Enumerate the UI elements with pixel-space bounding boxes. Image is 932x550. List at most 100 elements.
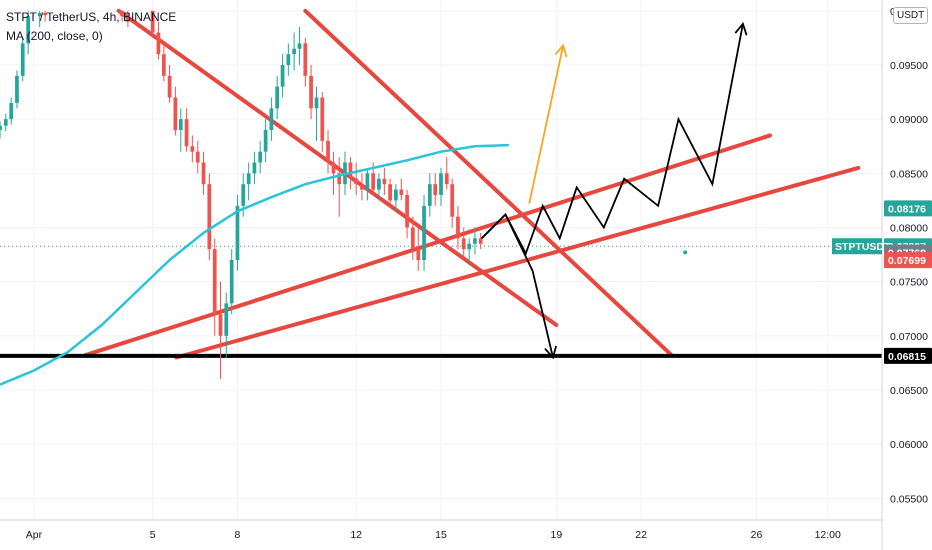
candle-body xyxy=(320,97,325,141)
candle xyxy=(444,157,449,190)
price-tag: 0.07699 xyxy=(884,252,932,269)
candle-body xyxy=(120,10,124,17)
candle-body xyxy=(246,173,251,185)
candle-body xyxy=(235,205,240,260)
currency-badge[interactable]: USDT xyxy=(893,7,929,24)
x-tick-label: 19 xyxy=(550,529,562,541)
candle xyxy=(439,167,443,206)
candle xyxy=(309,65,313,120)
candle-body xyxy=(388,184,392,201)
candle-body xyxy=(37,13,42,17)
candle-body xyxy=(427,184,432,206)
candle-body xyxy=(365,173,370,190)
price-axis: 0.05500 0.06000 0.06500 0.07000 0.07500 0.080… xyxy=(832,0,932,550)
candle xyxy=(388,178,392,206)
candle xyxy=(0,121,2,139)
candle xyxy=(427,173,432,217)
bull-projection-arrowhead xyxy=(734,21,748,36)
candle-body xyxy=(360,184,364,190)
candle-body xyxy=(150,10,155,33)
candle-body xyxy=(292,48,296,55)
candle xyxy=(252,151,257,185)
candle xyxy=(212,238,217,336)
candle-body xyxy=(326,140,330,163)
candle xyxy=(207,173,212,260)
candle xyxy=(3,113,8,132)
candle xyxy=(326,130,330,174)
moving-average xyxy=(0,143,509,386)
candle xyxy=(422,195,426,271)
x-tick-label: 8 xyxy=(235,529,241,541)
symbol-tag-bg xyxy=(832,238,882,255)
bear-projection-arrowhead xyxy=(544,345,558,360)
candle xyxy=(410,216,415,260)
candle xyxy=(195,140,200,174)
symbol-tag-label: STPTUSDT xyxy=(835,241,891,253)
candle xyxy=(43,10,47,22)
candle xyxy=(450,178,455,228)
price-tag: 0.06815 xyxy=(884,347,932,364)
candle-body xyxy=(439,173,443,195)
x-tick-label: 26 xyxy=(751,529,763,541)
y-tick-label: 0.09500 xyxy=(890,60,928,72)
candle-body xyxy=(309,75,313,109)
candle-body xyxy=(473,238,477,244)
channel-line xyxy=(174,165,861,360)
candle xyxy=(456,205,460,250)
x-tick-label: 12:00 xyxy=(815,529,841,541)
candle xyxy=(224,292,229,358)
candle-body xyxy=(258,151,263,163)
candle-body xyxy=(416,249,421,260)
candle xyxy=(201,151,206,195)
candle-body xyxy=(410,227,415,250)
candle-body xyxy=(280,65,285,87)
candle-body xyxy=(382,178,387,185)
candle xyxy=(377,173,381,201)
candle-body xyxy=(184,119,189,147)
candle xyxy=(263,119,268,163)
candle xyxy=(394,184,398,212)
candle-body xyxy=(212,249,217,315)
chart-legend: STPT / TetherUS, 4h, BINANCE MA (200, cl… xyxy=(6,8,176,46)
candle xyxy=(382,167,387,195)
candle xyxy=(167,65,172,103)
candle xyxy=(467,238,472,266)
candle xyxy=(365,167,370,201)
candle xyxy=(280,54,285,98)
candle-body xyxy=(190,146,195,152)
candle xyxy=(161,43,166,82)
candle xyxy=(150,10,155,38)
candle-body xyxy=(229,260,234,304)
candle-body xyxy=(9,102,14,120)
candle-body xyxy=(43,13,47,16)
bear-projection xyxy=(481,212,554,358)
y-tick-label: 0.06000 xyxy=(890,439,928,451)
candle xyxy=(246,162,251,201)
candle-body xyxy=(156,32,161,55)
candle-body xyxy=(331,162,336,174)
candle xyxy=(405,189,409,239)
candle-body xyxy=(126,16,130,22)
candle-body xyxy=(218,314,223,336)
trend-lines xyxy=(0,8,882,360)
candle-body xyxy=(173,97,178,130)
alt-bull-projection-arrowhead xyxy=(554,43,568,58)
candle-body xyxy=(394,189,398,201)
candle xyxy=(37,10,42,28)
candle-body xyxy=(444,173,449,185)
y-tick-label: 0.05500 xyxy=(890,493,928,505)
candle-body xyxy=(161,54,166,76)
chart-grid xyxy=(0,0,882,520)
candle xyxy=(275,75,280,120)
candle xyxy=(433,173,438,206)
indicator-label[interactable]: MA (200, close, 0) xyxy=(6,29,103,43)
candle xyxy=(184,108,189,152)
candle-body xyxy=(371,173,376,190)
candle-body xyxy=(303,43,308,76)
candle xyxy=(190,135,195,163)
candle xyxy=(478,232,483,250)
price-tag-bg xyxy=(884,200,932,217)
candle-body xyxy=(314,97,319,109)
price-tag: 0.08176 xyxy=(884,200,932,217)
